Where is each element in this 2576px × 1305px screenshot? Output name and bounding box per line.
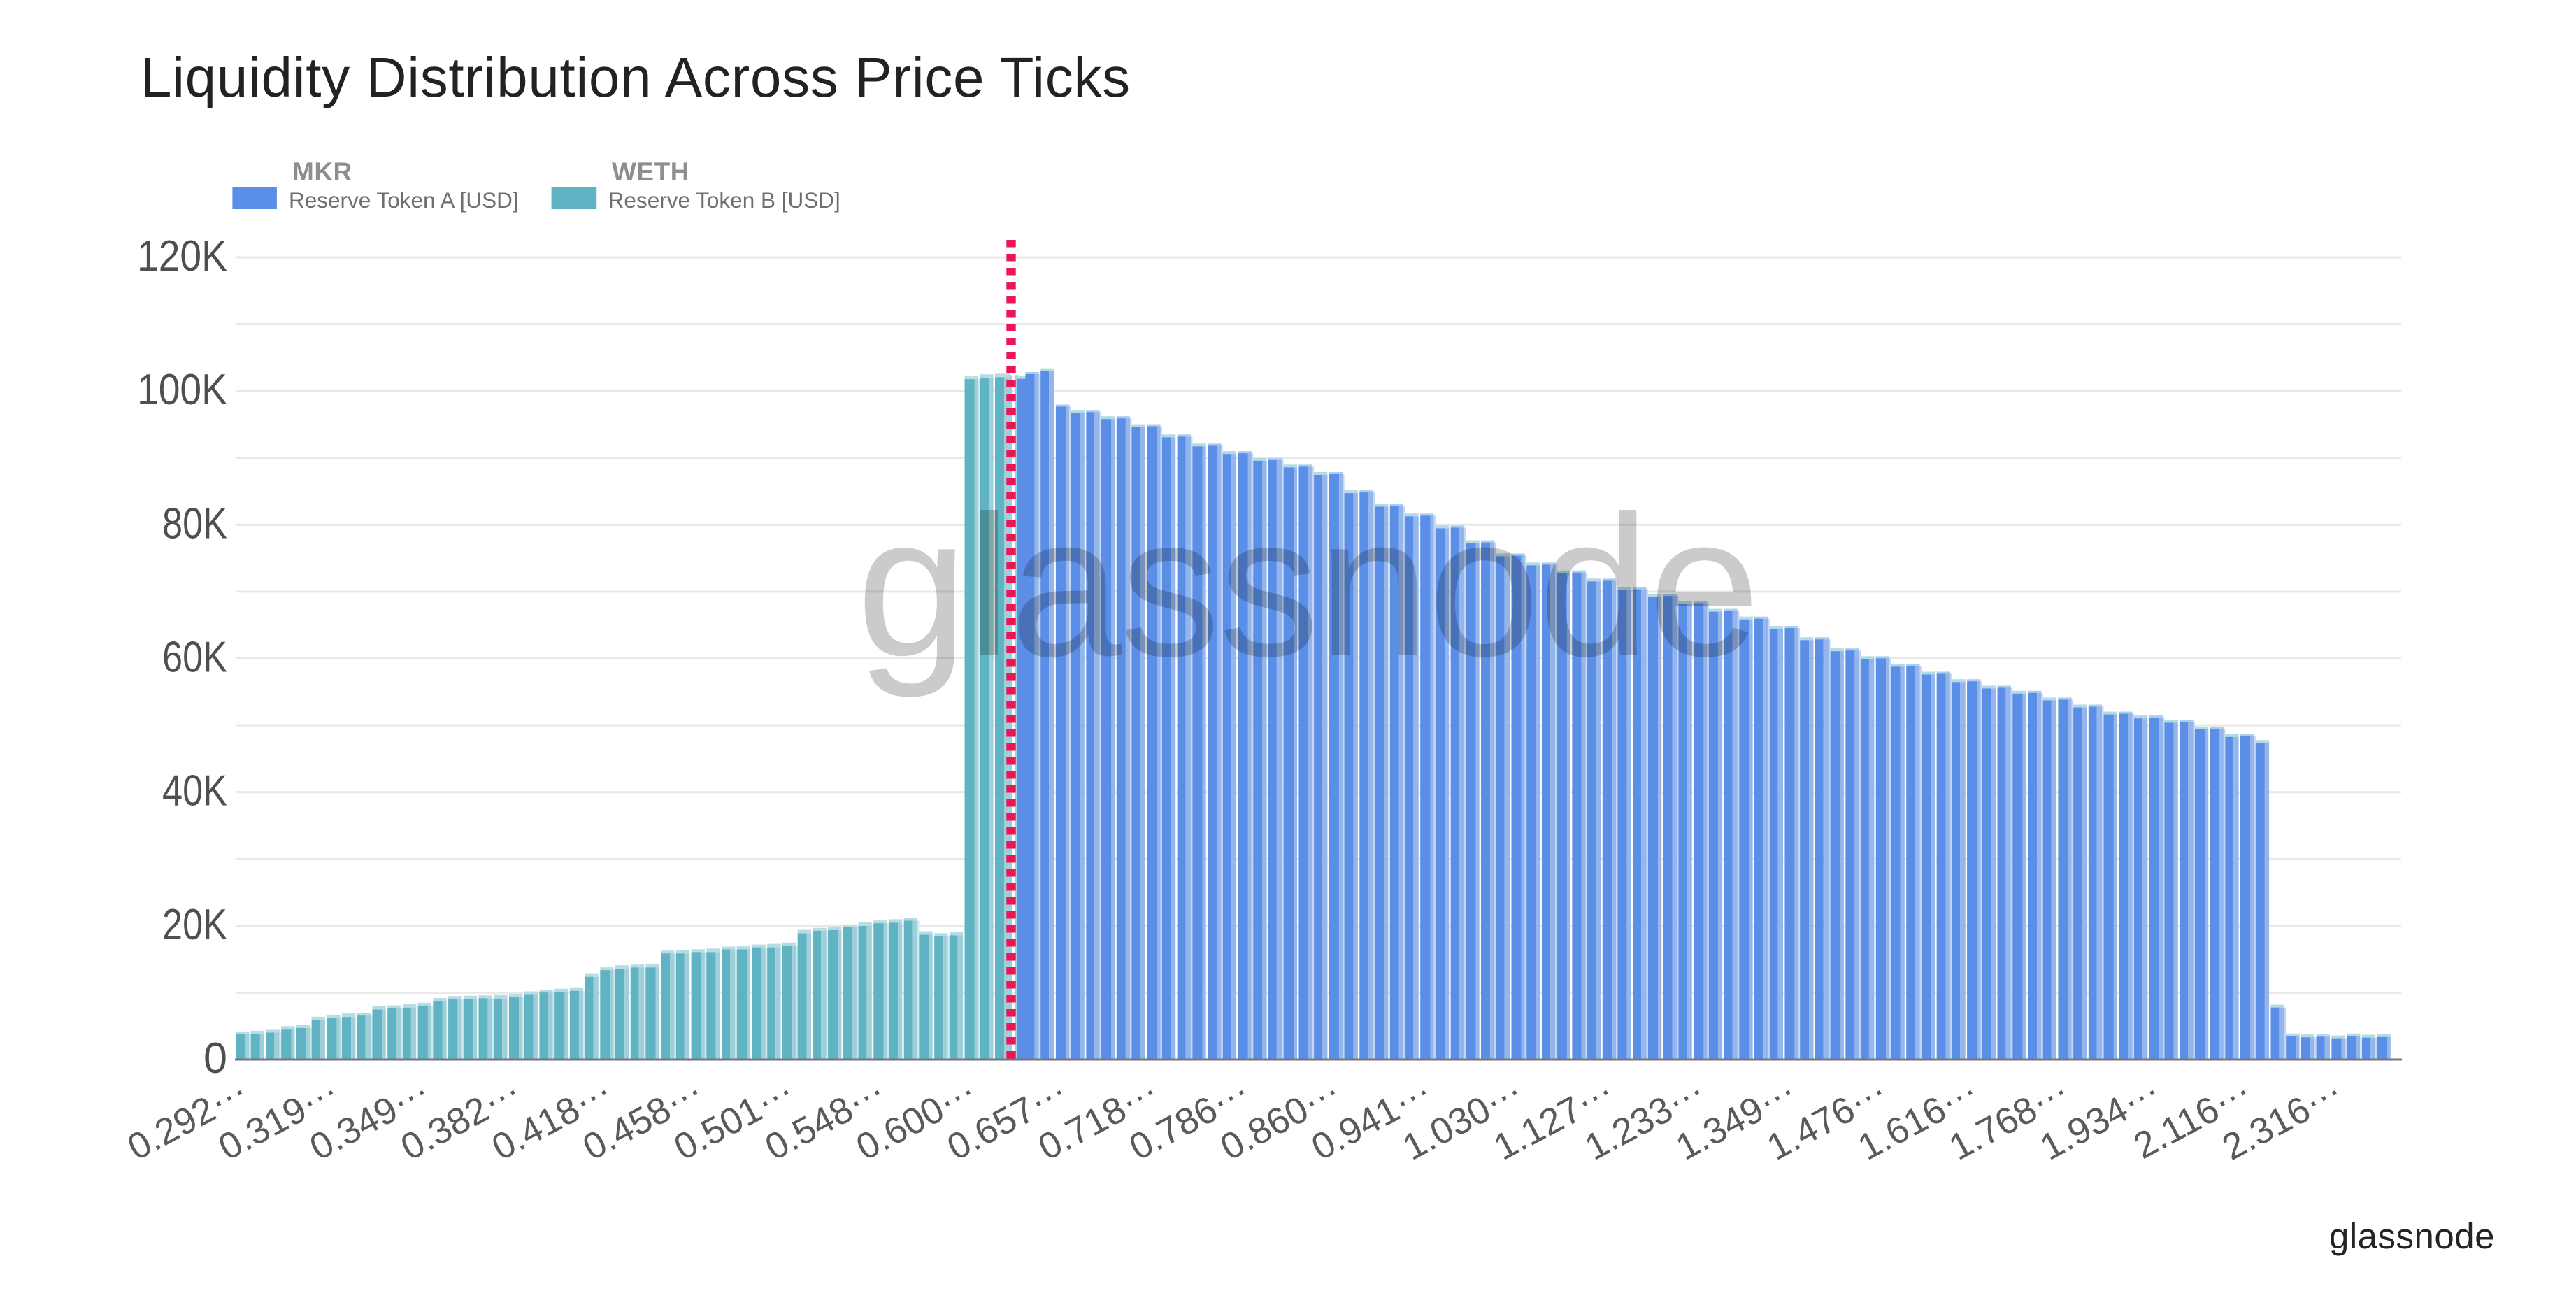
svg-text:100K: 100K	[137, 366, 227, 414]
svg-text:WETH: WETH	[612, 157, 689, 186]
svg-text:Liquidity Distribution Across: Liquidity Distribution Across Price Tick…	[141, 46, 1131, 108]
svg-text:0: 0	[203, 1034, 227, 1083]
svg-text:120K: 120K	[137, 232, 227, 280]
svg-text:glassnode: glassnode	[857, 473, 1759, 699]
svg-text:Reserve Token B [USD]: Reserve Token B [USD]	[608, 187, 840, 213]
svg-text:60K: 60K	[162, 634, 227, 682]
svg-text:40K: 40K	[162, 767, 227, 815]
svg-text:80K: 80K	[162, 499, 227, 548]
svg-text:glassnode: glassnode	[2329, 1216, 2495, 1256]
svg-text:20K: 20K	[162, 901, 227, 949]
svg-text:Reserve Token A [USD]: Reserve Token A [USD]	[289, 187, 519, 213]
svg-text:MKR: MKR	[292, 157, 352, 186]
